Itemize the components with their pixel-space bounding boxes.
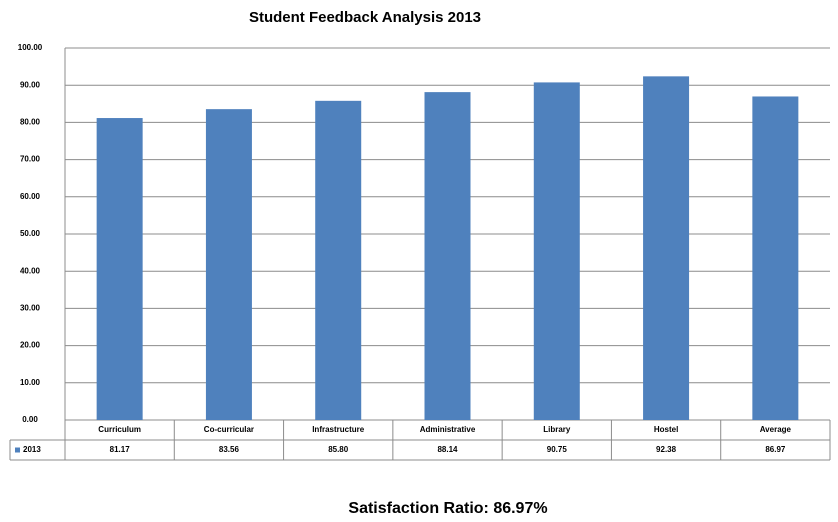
annotation: Satisfaction Ratio: 86.97% bbox=[348, 500, 547, 517]
x-tick-label: Co-curricular bbox=[204, 425, 254, 434]
chart-title: Student Feedback Analysis 2013 bbox=[249, 9, 481, 26]
x-tick-label: Curriculum bbox=[98, 425, 141, 434]
y-tick-label: 60.00 bbox=[20, 192, 41, 201]
y-tick-label: 50.00 bbox=[20, 229, 41, 238]
data-table-value: 85.80 bbox=[328, 445, 349, 454]
bar bbox=[533, 82, 580, 420]
x-tick-label: Library bbox=[543, 425, 571, 434]
y-tick-label: 10.00 bbox=[20, 378, 41, 387]
x-tick-label: Average bbox=[760, 425, 792, 434]
x-tick-label: Infrastructure bbox=[312, 425, 365, 434]
y-tick-label: 80.00 bbox=[20, 118, 41, 127]
y-tick-label: 100.00 bbox=[18, 43, 43, 52]
bar bbox=[424, 92, 471, 420]
bar bbox=[752, 96, 799, 420]
bar bbox=[96, 118, 143, 420]
x-tick-label: Administrative bbox=[420, 425, 476, 434]
data-table-value: 83.56 bbox=[219, 445, 240, 454]
legend-label: 2013 bbox=[23, 445, 41, 454]
data-table-value: 81.17 bbox=[110, 445, 131, 454]
bar bbox=[205, 109, 252, 420]
bar bbox=[315, 100, 362, 420]
y-tick-label: 0.00 bbox=[22, 415, 38, 424]
y-tick-label: 70.00 bbox=[20, 155, 41, 164]
y-tick-label: 20.00 bbox=[20, 341, 41, 350]
bar bbox=[643, 76, 690, 420]
data-table-value: 88.14 bbox=[437, 445, 458, 454]
y-tick-label: 90.00 bbox=[20, 80, 41, 89]
data-table-value: 92.38 bbox=[656, 445, 677, 454]
data-table-value: 86.97 bbox=[765, 445, 786, 454]
y-tick-label: 40.00 bbox=[20, 266, 41, 275]
data-table-value: 90.75 bbox=[547, 445, 568, 454]
y-tick-label: 30.00 bbox=[20, 304, 41, 313]
legend-swatch bbox=[15, 447, 20, 453]
x-tick-label: Hostel bbox=[654, 425, 678, 434]
